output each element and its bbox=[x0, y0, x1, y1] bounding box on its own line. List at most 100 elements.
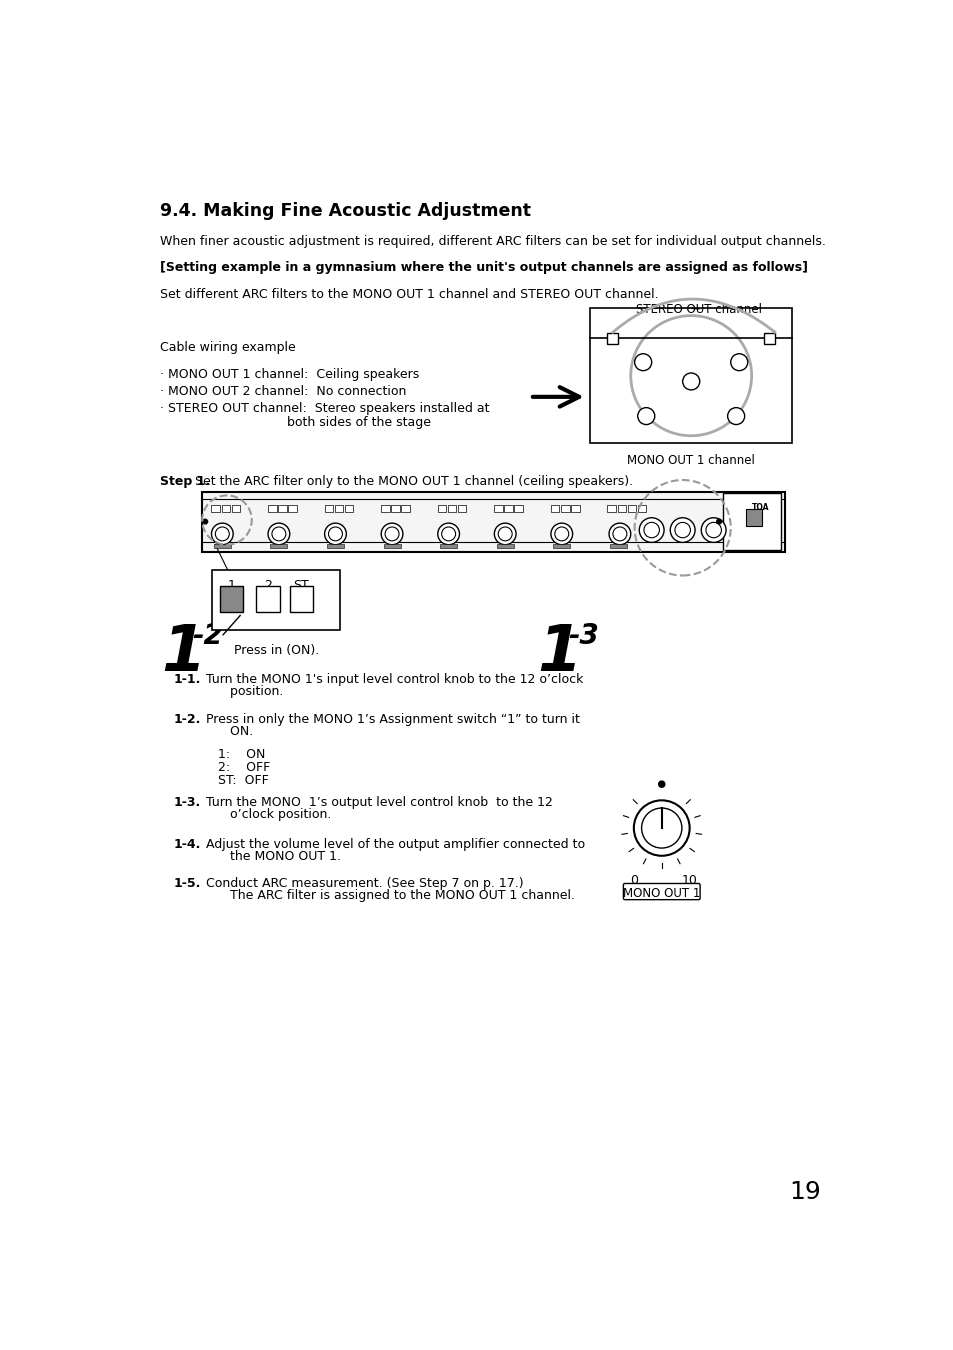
Text: Press in (ON).: Press in (ON). bbox=[233, 644, 318, 657]
Circle shape bbox=[497, 526, 512, 541]
Bar bbox=[202, 491, 784, 552]
Bar bbox=[344, 505, 353, 512]
Text: Turn the MONO  1’s output level control knob  to the 12: Turn the MONO 1’s output level control k… bbox=[202, 795, 553, 809]
Bar bbox=[213, 544, 231, 548]
Text: ON.: ON. bbox=[202, 725, 253, 738]
Text: Set the ARC filter only to the MONO OUT 1 channel (ceiling speakers).: Set the ARC filter only to the MONO OUT … bbox=[191, 475, 632, 489]
Circle shape bbox=[612, 526, 626, 541]
Bar bbox=[609, 544, 626, 548]
Text: Adjust the volume level of the output amplifier connected to: Adjust the volume level of the output am… bbox=[202, 838, 585, 850]
Circle shape bbox=[705, 522, 720, 537]
Circle shape bbox=[682, 373, 699, 390]
Bar bbox=[722, 493, 781, 549]
Bar bbox=[497, 544, 513, 548]
Bar bbox=[324, 505, 333, 512]
Circle shape bbox=[639, 518, 663, 543]
Circle shape bbox=[385, 526, 398, 541]
Circle shape bbox=[727, 408, 744, 424]
Bar bbox=[270, 544, 287, 548]
Text: 1-2.: 1-2. bbox=[173, 713, 201, 725]
Bar bbox=[550, 505, 558, 512]
Text: 19: 19 bbox=[788, 1180, 820, 1204]
Bar bbox=[607, 505, 616, 512]
Text: Step 1.: Step 1. bbox=[159, 475, 210, 489]
Text: o’clock position.: o’clock position. bbox=[202, 809, 332, 821]
Bar bbox=[212, 570, 340, 630]
Text: [Setting example in a gymnasium where the unit's output channels are assigned as: [Setting example in a gymnasium where th… bbox=[159, 261, 806, 274]
Bar bbox=[637, 505, 645, 512]
Text: 9.4. Making Fine Acoustic Adjustment: 9.4. Making Fine Acoustic Adjustment bbox=[159, 202, 530, 220]
Text: Cable wiring example: Cable wiring example bbox=[159, 340, 295, 354]
Text: The ARC filter is assigned to the MONO OUT 1 channel.: The ARC filter is assigned to the MONO O… bbox=[202, 888, 575, 902]
Circle shape bbox=[494, 524, 516, 544]
Circle shape bbox=[641, 809, 681, 848]
Bar bbox=[439, 544, 456, 548]
Circle shape bbox=[716, 520, 720, 524]
Circle shape bbox=[268, 524, 290, 544]
Text: Turn the MONO 1's input level control knob to the 12 o’clock: Turn the MONO 1's input level control kn… bbox=[202, 672, 583, 686]
Circle shape bbox=[700, 518, 725, 543]
Bar bbox=[457, 505, 466, 512]
Text: 1: 1 bbox=[161, 622, 206, 684]
Bar bbox=[391, 505, 399, 512]
Circle shape bbox=[608, 524, 630, 544]
Bar bbox=[401, 505, 410, 512]
Circle shape bbox=[637, 408, 654, 424]
Bar bbox=[560, 505, 569, 512]
Text: -3: -3 bbox=[568, 622, 598, 651]
Text: When finer acoustic adjustment is required, different ARC filters can be set for: When finer acoustic adjustment is requir… bbox=[159, 235, 824, 248]
Text: 0: 0 bbox=[629, 875, 638, 887]
Circle shape bbox=[555, 526, 568, 541]
Bar bbox=[212, 505, 220, 512]
Circle shape bbox=[215, 526, 229, 541]
FancyBboxPatch shape bbox=[622, 883, 700, 899]
Text: 1-5.: 1-5. bbox=[173, 876, 201, 890]
Circle shape bbox=[437, 524, 459, 544]
Bar bbox=[220, 586, 243, 613]
Bar bbox=[383, 544, 400, 548]
Circle shape bbox=[730, 354, 747, 371]
Bar bbox=[278, 505, 286, 512]
Circle shape bbox=[670, 518, 695, 543]
Bar bbox=[504, 505, 513, 512]
Bar bbox=[327, 544, 344, 548]
Bar bbox=[335, 505, 343, 512]
Text: MONO OUT 1: MONO OUT 1 bbox=[622, 887, 700, 900]
Bar bbox=[763, 333, 774, 344]
Bar bbox=[288, 505, 296, 512]
Bar bbox=[745, 509, 760, 526]
Circle shape bbox=[674, 522, 690, 537]
Text: the MONO OUT 1.: the MONO OUT 1. bbox=[202, 850, 341, 864]
Circle shape bbox=[658, 782, 664, 787]
Circle shape bbox=[630, 316, 751, 436]
Text: TOA: TOA bbox=[751, 504, 769, 512]
Circle shape bbox=[203, 520, 208, 524]
Text: position.: position. bbox=[202, 684, 283, 698]
Circle shape bbox=[212, 524, 233, 544]
Bar bbox=[627, 505, 636, 512]
Bar bbox=[590, 308, 791, 443]
Bar bbox=[290, 586, 313, 613]
Text: · STEREO OUT channel:  Stereo speakers installed at: · STEREO OUT channel: Stereo speakers in… bbox=[159, 402, 489, 416]
Text: -2: -2 bbox=[192, 622, 223, 651]
Circle shape bbox=[381, 524, 402, 544]
Text: 1-3.: 1-3. bbox=[173, 795, 200, 809]
Text: both sides of the stage: both sides of the stage bbox=[167, 416, 431, 429]
Bar bbox=[514, 505, 522, 512]
Bar bbox=[617, 505, 625, 512]
Bar bbox=[607, 333, 618, 344]
Text: 10: 10 bbox=[681, 875, 697, 887]
Bar bbox=[232, 505, 240, 512]
Bar bbox=[437, 505, 446, 512]
Text: 1-1.: 1-1. bbox=[173, 672, 201, 686]
Text: 1: 1 bbox=[228, 579, 235, 593]
Text: ST: ST bbox=[294, 579, 309, 593]
Circle shape bbox=[633, 801, 689, 856]
Circle shape bbox=[328, 526, 342, 541]
Text: · MONO OUT 1 channel:  Ceiling speakers: · MONO OUT 1 channel: Ceiling speakers bbox=[159, 369, 418, 381]
Circle shape bbox=[643, 522, 659, 537]
Bar bbox=[256, 586, 279, 613]
Bar bbox=[494, 505, 502, 512]
Bar bbox=[381, 505, 390, 512]
Bar bbox=[553, 544, 570, 548]
